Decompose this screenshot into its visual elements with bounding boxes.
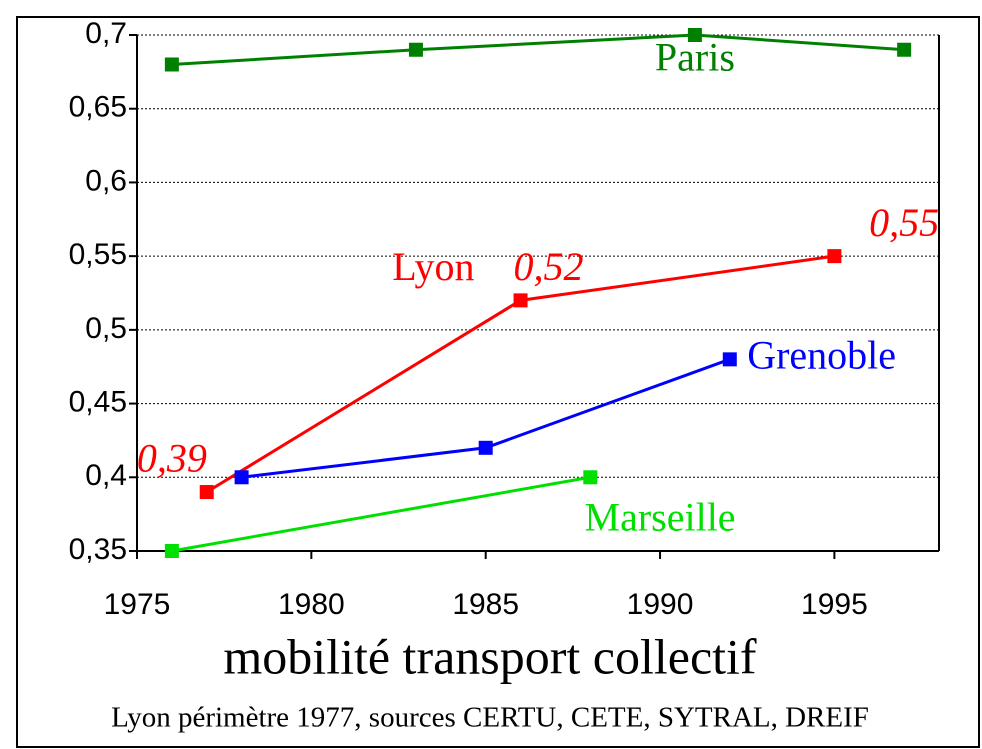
series-line xyxy=(171,33,905,66)
marker xyxy=(897,42,912,57)
y-tick-label: 0,45 xyxy=(69,385,127,418)
marker xyxy=(408,42,423,57)
series-line xyxy=(205,254,835,494)
y-tick-label: 0,5 xyxy=(85,312,127,345)
marker xyxy=(164,57,179,72)
chart-title: mobilité transport collectif xyxy=(223,628,757,684)
x-tick-label: 1975 xyxy=(104,588,171,621)
y-tick-label: 0,55 xyxy=(69,238,127,271)
data-label: 0,52 xyxy=(513,244,583,289)
marker xyxy=(234,470,249,485)
marker xyxy=(722,352,737,367)
y-tick-label: 0,35 xyxy=(69,533,127,566)
series-label: Paris xyxy=(655,35,735,80)
marker xyxy=(513,293,528,308)
y-tick-label: 0,7 xyxy=(85,17,127,50)
series-line xyxy=(241,357,731,479)
series-line xyxy=(171,475,591,553)
series-label: Grenoble xyxy=(747,333,896,378)
x-tick-label: 1985 xyxy=(452,588,519,621)
marker xyxy=(827,249,842,264)
data-label: 0,39 xyxy=(137,436,207,481)
marker xyxy=(687,28,702,42)
x-tick-label: 1995 xyxy=(801,588,868,621)
x-tick-label: 1980 xyxy=(278,588,345,621)
frame xyxy=(16,16,980,748)
y-tick-label: 0,6 xyxy=(85,164,127,197)
series-label: Marseille xyxy=(585,495,736,540)
x-tick-label: 1990 xyxy=(627,588,694,621)
y-tick-label: 0,65 xyxy=(69,91,127,124)
y-tick-label: 0,4 xyxy=(85,459,127,492)
marker xyxy=(478,440,493,455)
series-label: Lyon xyxy=(392,244,474,289)
marker xyxy=(164,544,179,558)
data-label: 0,55 xyxy=(869,200,939,245)
marker xyxy=(199,485,214,500)
chart-subtitle: Lyon périmètre 1977, sources CERTU, CETE… xyxy=(111,702,869,734)
marker xyxy=(583,470,598,485)
